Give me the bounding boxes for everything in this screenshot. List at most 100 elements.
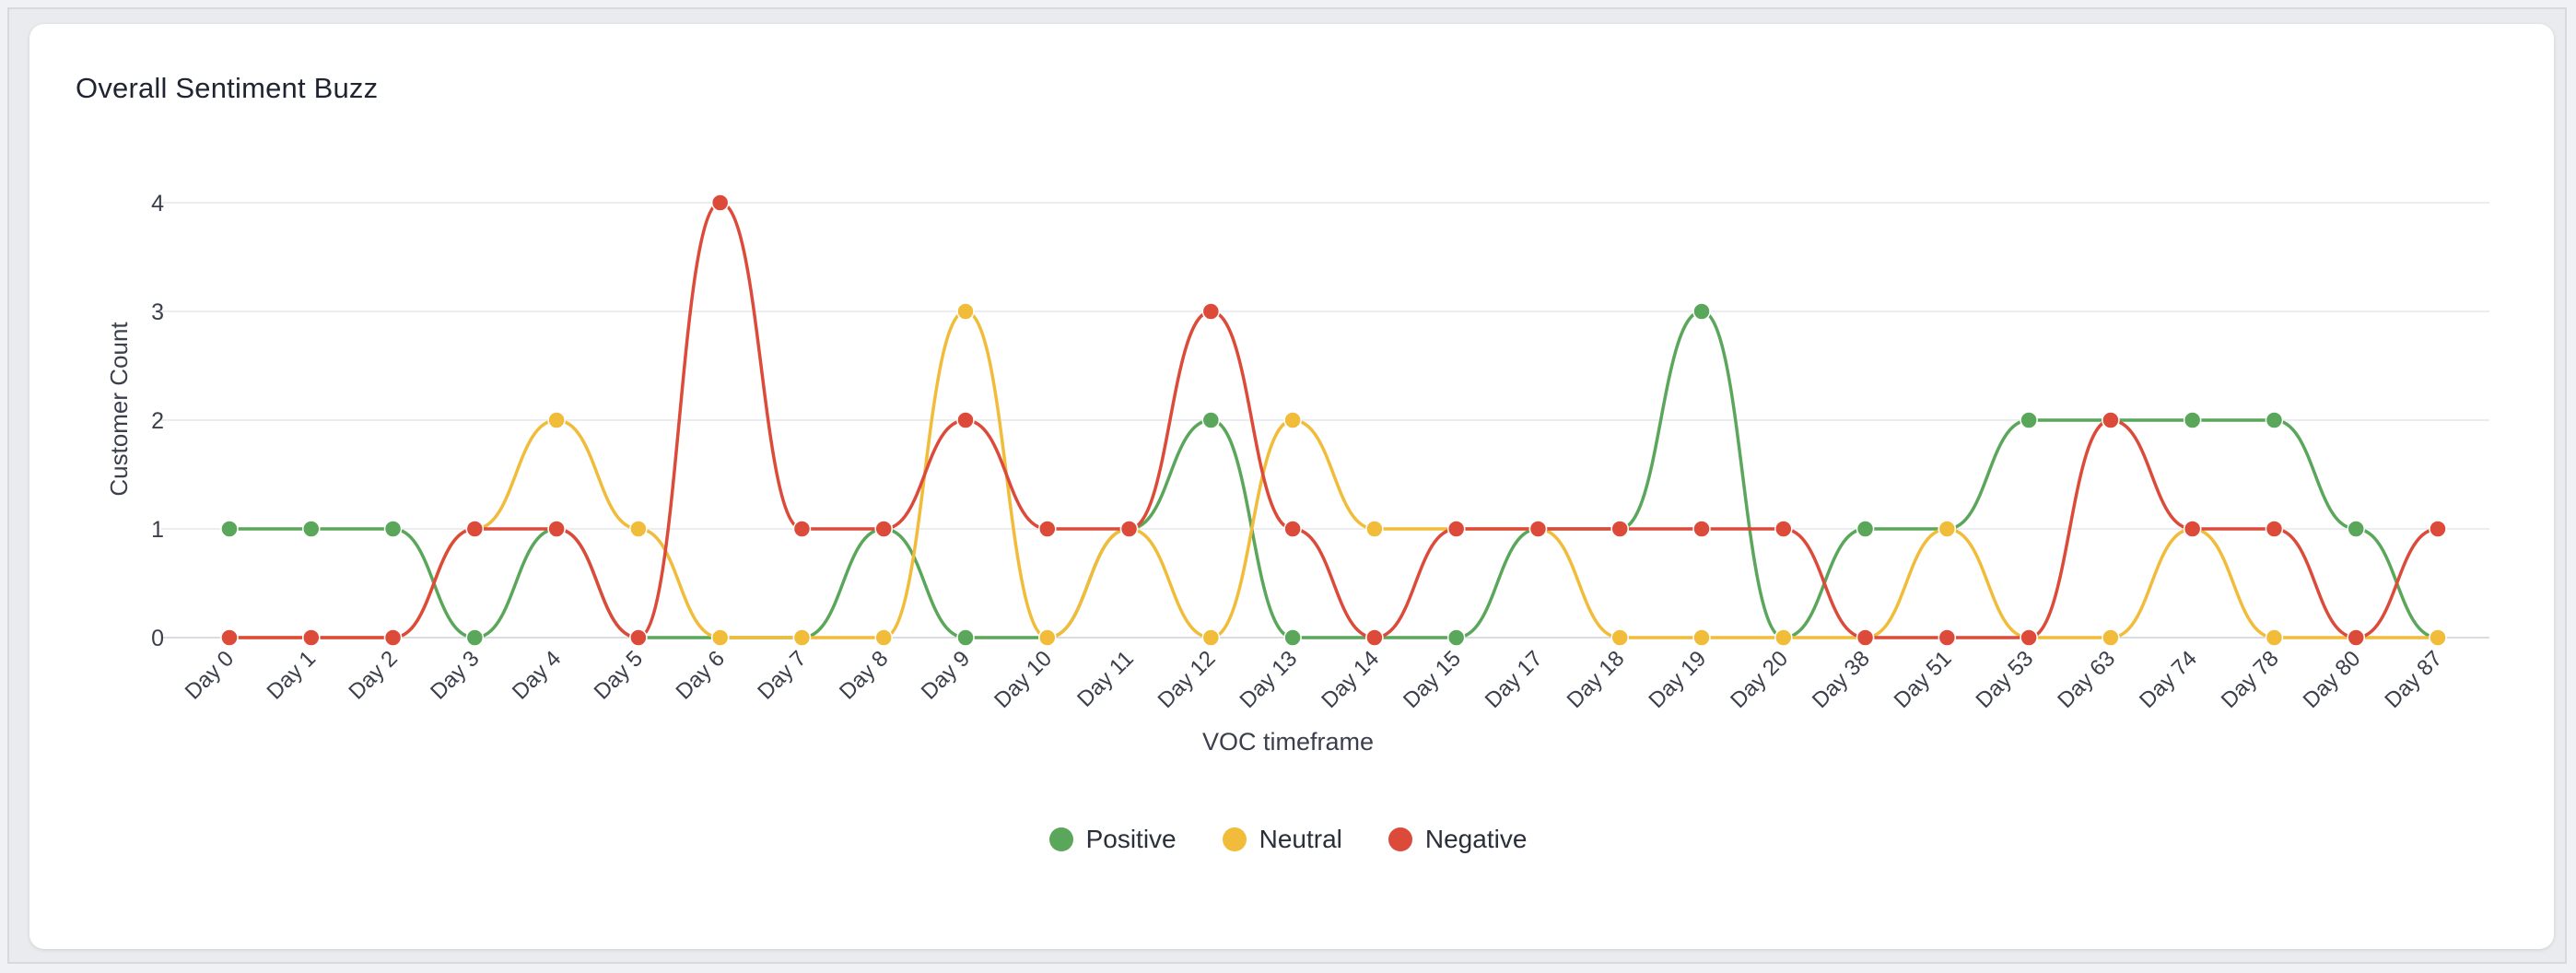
x-tick-label: Day 15	[1399, 646, 1466, 713]
negative-data-point[interactable]	[1610, 520, 1629, 538]
negative-data-point[interactable]	[956, 411, 975, 429]
x-tick-label: Day 5	[590, 646, 648, 704]
y-axis-ticks: 0 1 2 3 4	[151, 191, 164, 651]
negative-data-point[interactable]	[2102, 411, 2120, 429]
neutral-data-point[interactable]	[1038, 628, 1057, 647]
x-tick-label: Day 6	[671, 646, 729, 704]
legend-dot-icon	[1048, 827, 1073, 851]
positive-data-point[interactable]	[2020, 411, 2038, 429]
negative-data-point[interactable]	[2265, 520, 2284, 538]
negative-data-point[interactable]	[1365, 628, 1384, 647]
legend-item-positive[interactable]: Positive	[1048, 825, 1177, 854]
negative-data-point[interactable]	[1692, 520, 1711, 538]
x-tick-label: Day 38	[1808, 646, 1875, 713]
neutral-data-point[interactable]	[2429, 628, 2447, 647]
legend-label: Negative	[1424, 825, 1528, 853]
x-axis-label: VOC timeframe	[1202, 728, 1374, 756]
y-tick-label: 0	[151, 626, 164, 651]
positive-data-point[interactable]	[1201, 411, 1221, 429]
positive-data-point[interactable]	[1856, 520, 1875, 538]
x-tick-label: Day 12	[1153, 646, 1221, 713]
neutral-data-point[interactable]	[2102, 628, 2120, 647]
positive-data-point[interactable]	[2265, 411, 2284, 429]
x-tick-label: Day 80	[2299, 646, 2366, 713]
positive-data-point[interactable]	[2347, 520, 2365, 538]
positive-data-point[interactable]	[2183, 411, 2202, 429]
neutral-data-point[interactable]	[2265, 628, 2284, 647]
negative-data-point[interactable]	[629, 628, 648, 647]
negative-data-point[interactable]	[1938, 628, 1957, 647]
x-tick-label: Day 4	[508, 646, 566, 704]
negative-data-point[interactable]	[2020, 628, 2038, 647]
negative-data-point[interactable]	[792, 520, 812, 538]
neutral-data-point[interactable]	[1938, 520, 1957, 538]
negative-data-point[interactable]	[1119, 520, 1139, 538]
positive-data-point[interactable]	[1692, 302, 1711, 321]
neutral-data-point[interactable]	[1365, 520, 1384, 538]
negative-data-point[interactable]	[2183, 520, 2202, 538]
x-tick-label: Day 8	[835, 646, 893, 704]
negative-data-point[interactable]	[2347, 628, 2365, 647]
y-tick-label: 2	[151, 408, 164, 434]
negative-data-point[interactable]	[1446, 520, 1466, 538]
x-tick-label: Day 9	[917, 646, 975, 704]
x-tick-label: Day 87	[2380, 646, 2447, 713]
x-tick-label: Day 14	[1317, 646, 1384, 713]
x-tick-label: Day 11	[1072, 646, 1139, 712]
chart-title: Overall Sentiment Buzz	[76, 72, 379, 104]
negative-data-point[interactable]	[383, 628, 403, 647]
positive-data-point[interactable]	[383, 520, 403, 538]
positive-data-point[interactable]	[956, 628, 975, 647]
neutral-data-point[interactable]	[874, 628, 893, 647]
neutral-data-point[interactable]	[792, 628, 812, 647]
neutral-data-point[interactable]	[547, 411, 566, 429]
negative-data-point[interactable]	[220, 628, 239, 647]
neutral-data-point[interactable]	[1774, 628, 1793, 647]
legend-label: Positive	[1085, 825, 1177, 853]
x-tick-label: Day 19	[1644, 646, 1711, 713]
chart-card	[29, 24, 2554, 949]
x-tick-label: Day 18	[1563, 646, 1630, 713]
x-tick-label: Day 1	[263, 646, 321, 704]
positive-data-point[interactable]	[1283, 628, 1302, 647]
negative-data-point[interactable]	[1283, 520, 1302, 538]
negative-data-point[interactable]	[710, 193, 730, 212]
x-tick-label: Day 53	[1971, 646, 2038, 713]
legend-label: Neutral	[1259, 825, 1342, 853]
x-tick-label: Day 51	[1890, 646, 1957, 713]
x-tick-label: Day 17	[1481, 646, 1548, 713]
series-points	[220, 193, 2447, 647]
y-tick-label: 3	[151, 299, 164, 325]
legend-item-negative[interactable]: Negative	[1388, 825, 1528, 854]
negative-data-point[interactable]	[1528, 520, 1548, 538]
negative-data-point[interactable]	[1856, 628, 1875, 647]
x-tick-label: Day 78	[2217, 646, 2284, 713]
negative-data-point[interactable]	[2429, 520, 2447, 538]
x-tick-label: Day 3	[426, 646, 484, 704]
negative-data-point[interactable]	[302, 628, 321, 647]
negative-data-point[interactable]	[874, 520, 893, 538]
neutral-data-point[interactable]	[710, 628, 730, 647]
neutral-data-point[interactable]	[1201, 628, 1221, 647]
positive-data-point[interactable]	[1446, 628, 1466, 647]
x-axis-ticks: Day 0 Day 1 Day 2 Day 3 Day 4 Day 5 Day 6 Day 7…	[181, 646, 2447, 713]
neutral-data-point[interactable]	[1610, 628, 1629, 647]
negative-data-point[interactable]	[1201, 302, 1221, 321]
x-tick-label: Day 74	[2135, 646, 2202, 713]
negative-data-point[interactable]	[1038, 520, 1057, 538]
positive-data-point[interactable]	[220, 520, 239, 538]
positive-data-point[interactable]	[302, 520, 321, 538]
negative-data-point[interactable]	[547, 520, 566, 538]
neutral-data-point[interactable]	[956, 302, 975, 321]
legend-item-neutral[interactable]: Neutral	[1222, 825, 1342, 854]
neutral-data-point[interactable]	[629, 520, 648, 538]
x-tick-label: Day 7	[753, 646, 811, 704]
x-tick-label: Day 2	[344, 646, 402, 704]
x-tick-label: Day 10	[989, 646, 1057, 713]
negative-data-point[interactable]	[465, 520, 485, 538]
neutral-data-point[interactable]	[1283, 411, 1302, 429]
positive-data-point[interactable]	[465, 628, 485, 647]
negative-data-point[interactable]	[1774, 520, 1793, 538]
neutral-data-point[interactable]	[1692, 628, 1711, 647]
